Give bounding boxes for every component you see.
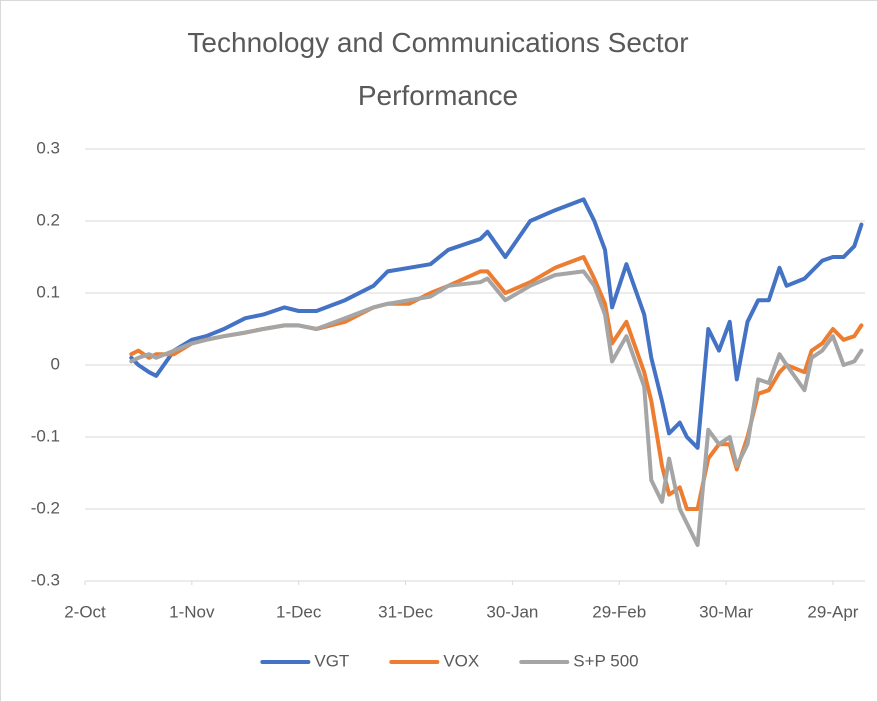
x-tick-label: 31-Dec bbox=[378, 602, 433, 621]
y-tick-label: 0.2 bbox=[36, 210, 60, 229]
x-tick-label: 30-Jan bbox=[486, 602, 538, 621]
chart-title: Technology and Communications Sector Per… bbox=[187, 27, 689, 111]
x-tick-label: 2-Oct bbox=[64, 602, 106, 621]
y-tick-label: 0 bbox=[51, 354, 60, 373]
legend-label: VGT bbox=[314, 651, 349, 670]
x-tick-label: 1-Nov bbox=[169, 602, 215, 621]
legend-label: VOX bbox=[443, 651, 479, 670]
x-tick-label: 29-Feb bbox=[592, 602, 646, 621]
x-tick-label: 29-Apr bbox=[807, 602, 858, 621]
x-tick-label: 1-Dec bbox=[276, 602, 322, 621]
data-line bbox=[129, 269, 864, 547]
data-line bbox=[129, 197, 864, 450]
y-tick-label: 0.3 bbox=[36, 138, 60, 157]
y-tick-label: -0.3 bbox=[31, 570, 60, 589]
y-tick-label: 0.1 bbox=[36, 282, 60, 301]
y-tick-label: -0.2 bbox=[31, 498, 60, 517]
x-tick-label: 30-Mar bbox=[699, 602, 753, 621]
y-tick-label: -0.1 bbox=[31, 426, 60, 445]
legend-label: S+P 500 bbox=[573, 651, 638, 670]
